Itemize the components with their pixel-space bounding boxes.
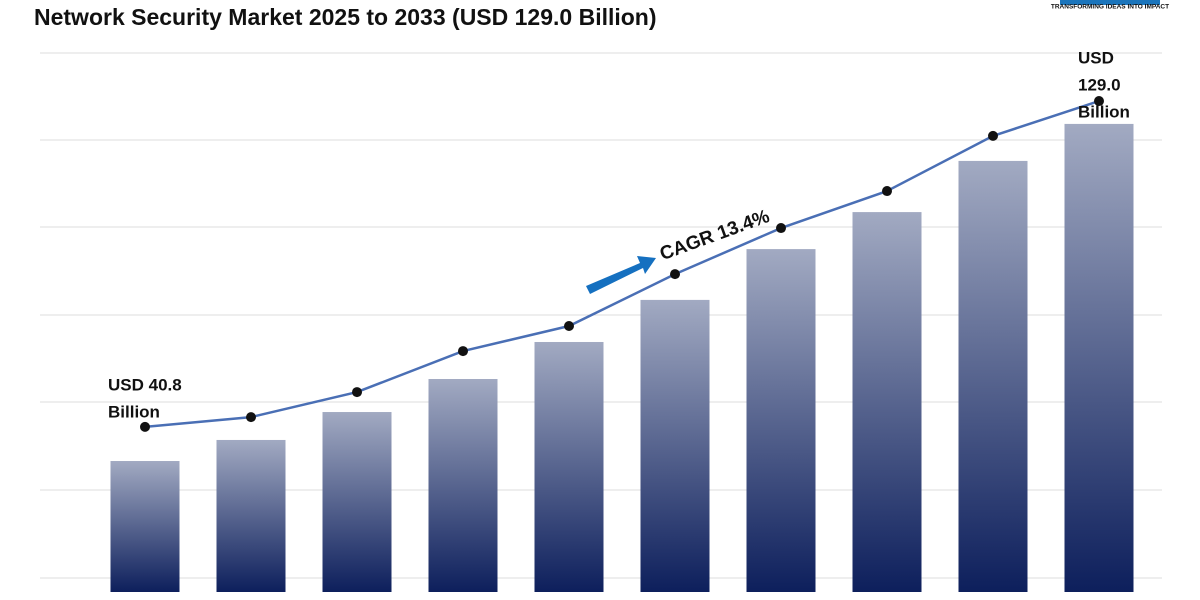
bar bbox=[1064, 123, 1134, 593]
end-label: 129.0 bbox=[1078, 75, 1121, 94]
trend-point bbox=[882, 186, 892, 197]
trend-point bbox=[352, 387, 362, 398]
start-label: Billion bbox=[108, 402, 160, 421]
end-label: USD bbox=[1078, 48, 1114, 67]
cagr-arrow bbox=[586, 256, 656, 294]
bar bbox=[428, 379, 498, 592]
logo bbox=[1060, 0, 1160, 5]
brand-tagline: TRANSFORMING IDEAS INTO IMPACT bbox=[1051, 4, 1169, 11]
trend-point bbox=[670, 269, 680, 280]
bar bbox=[216, 439, 286, 592]
bar bbox=[110, 461, 180, 592]
bar bbox=[958, 160, 1028, 592]
bar bbox=[322, 412, 392, 592]
trend-point bbox=[246, 412, 256, 423]
trend-point bbox=[1094, 96, 1104, 107]
bar bbox=[852, 212, 922, 593]
trend-line bbox=[144, 99, 1100, 429]
trend-point bbox=[564, 321, 574, 332]
bar bbox=[746, 249, 816, 592]
start-label: USD 40.8 bbox=[108, 375, 182, 394]
bar bbox=[534, 341, 604, 592]
bar bbox=[640, 299, 710, 592]
trend-point bbox=[988, 130, 998, 141]
trend-point bbox=[776, 223, 786, 234]
chart-title: Network Security Market 2025 to 2033 (US… bbox=[34, 4, 657, 30]
trend-point bbox=[140, 421, 150, 432]
trend-point bbox=[458, 346, 468, 357]
end-label: Billion bbox=[1078, 102, 1130, 121]
